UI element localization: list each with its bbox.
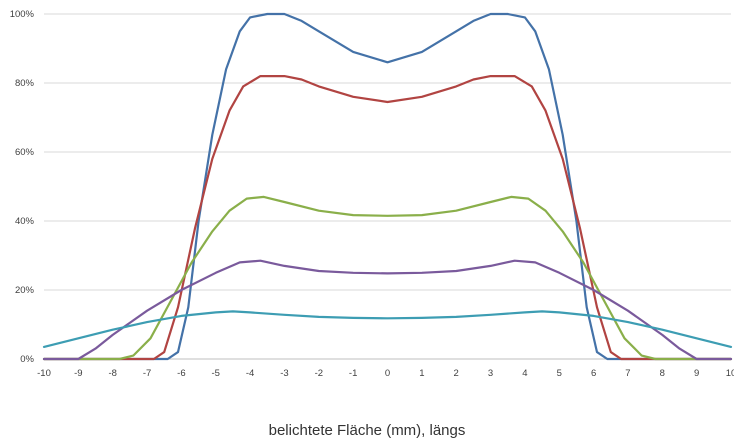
y-tick-label: 0%	[20, 354, 34, 365]
x-tick-label: 6	[591, 368, 596, 379]
x-tick-label: 10	[726, 368, 734, 379]
x-tick-label: 7	[625, 368, 630, 379]
y-tick-label: 20%	[15, 285, 35, 296]
series-line-1	[42, 12, 733, 361]
x-tick-label: -8	[108, 368, 116, 379]
x-tick-label: -5	[212, 368, 220, 379]
x-tick-label: -1	[349, 368, 357, 379]
series-line-3	[42, 195, 733, 361]
x-tick-label: 4	[522, 368, 527, 379]
x-tick-label: 5	[557, 368, 562, 379]
chart-plot: 0%20%40%60%80%100%-10 -9 -8 -7 -6 -5 -4 -3 -2 -1 0…	[10, 9, 734, 379]
series-line-4	[42, 259, 733, 361]
x-tick-label: 3	[488, 368, 493, 379]
x-axis-title: belichtete Fläche (mm), längs	[268, 422, 466, 439]
y-tick-label: 80%	[15, 78, 35, 89]
x-tick-label: 1	[419, 368, 424, 379]
x-tick-label: 0	[385, 368, 390, 379]
x-tick-label: -2	[315, 368, 323, 379]
x-tick-label: 9	[694, 368, 699, 379]
x-tick-label: -3	[280, 368, 288, 379]
series-line-2	[42, 75, 733, 361]
x-tick-label: -9	[74, 368, 82, 379]
x-tick-label: -10	[37, 368, 51, 379]
x-tick-label: 8	[660, 368, 665, 379]
y-tick-label: 40%	[15, 216, 35, 227]
y-tick-label: 60%	[15, 147, 35, 158]
series-line-5	[42, 310, 733, 348]
x-tick-label: -7	[143, 368, 151, 379]
x-tick-label: -4	[246, 368, 254, 379]
y-tick-label: 100%	[10, 9, 35, 20]
x-tick-label: 2	[454, 368, 459, 379]
x-tick-label: -6	[177, 368, 185, 379]
